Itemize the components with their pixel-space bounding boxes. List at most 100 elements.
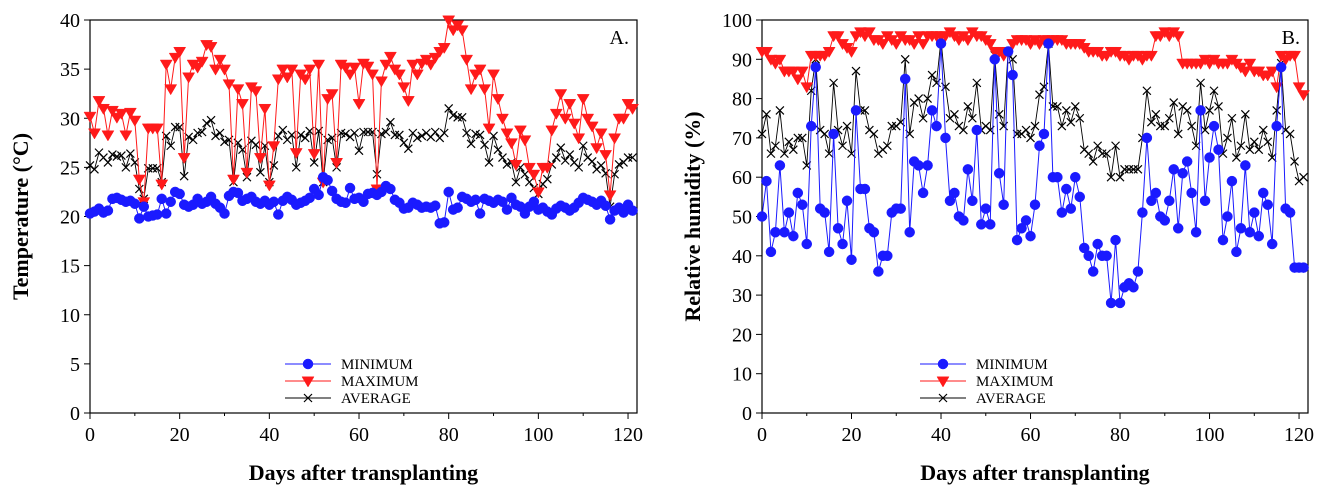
panel-a-average-point (430, 127, 440, 137)
panel-b-average-point (1223, 133, 1232, 143)
panel-a-maximum-point (361, 61, 375, 73)
panel-a-maximum-point (177, 153, 191, 165)
panel-b-minimum-point (1271, 120, 1282, 132)
panel-a-average-point (394, 130, 404, 140)
panel-b-minimum-point (944, 195, 956, 207)
panel-a-maximum-point (540, 162, 554, 174)
panel-b-minimum-point (926, 105, 938, 116)
panel-b-average-point (1267, 153, 1277, 162)
panel-a-minimum-point (474, 208, 486, 219)
panel-b-maximum-point (912, 31, 926, 43)
panel-b-minimum-point (935, 38, 947, 49)
panel-a-maximum-point (585, 121, 599, 133)
panel-a-maximum-point (240, 167, 254, 179)
panel-b-average-point (887, 121, 897, 131)
panel-a-maximum-point (209, 64, 222, 76)
panel-a-maximum-point (406, 59, 420, 71)
panel-b-average-point (1214, 102, 1223, 111)
panel-a-average-point (300, 133, 310, 143)
panel-a-maximum-point (482, 123, 496, 135)
panel-b-minimum-point (788, 230, 799, 242)
panel-b-minimum-point (1110, 234, 1121, 246)
panel-a-legend-label: MAXIMUM (341, 374, 419, 390)
panel-b-minimum-point (980, 203, 992, 214)
panel-b-legend-label: MAXIMUM (976, 374, 1054, 390)
panel-b-minimum-point (1208, 120, 1220, 132)
panel-a-average-point (188, 135, 198, 145)
panel-a-maximum-point (258, 103, 272, 115)
panel-b-minimum-point (1020, 215, 1032, 226)
panel-a-y-tick-label: 25 (60, 157, 80, 179)
panel-b-legend-marker (938, 393, 948, 403)
panel-a-average-point (211, 131, 220, 141)
panel-a-maximum-point (545, 125, 559, 137)
panel-b-minimum-point (962, 164, 974, 175)
panel-b-average-point (842, 121, 852, 131)
panel-a-series-minimum (84, 171, 638, 229)
panel-b-average-point (1084, 149, 1094, 159)
panel-a-average-point (448, 110, 458, 120)
panel-b-average-point (1066, 117, 1076, 127)
panel-b-average-point (788, 145, 798, 155)
panel-b-minimum-point (1266, 238, 1278, 250)
panel-b-minimum-point (1195, 105, 1206, 116)
panel-b-minimum-point (1128, 281, 1139, 293)
panel-a-average-point (309, 158, 319, 167)
panel-b-average-point (927, 70, 937, 80)
panel-b-minimum-point (1284, 207, 1296, 218)
panel-a-minimum-point (268, 196, 280, 208)
panel-a-legend-marker (302, 358, 314, 370)
panel-b-maximum-point (1243, 58, 1257, 70)
panel-a-average-point (291, 162, 301, 172)
panel-a-maximum-point (119, 130, 133, 142)
panel-a-maximum-point (343, 69, 357, 81)
panel-a-average-point (578, 141, 588, 151)
panel-b-average-point (1272, 105, 1282, 115)
panel-a-maximum-point (280, 72, 294, 84)
panel-a-maximum-point (608, 133, 622, 145)
panel-a-maximum-point (231, 84, 245, 96)
panel-b-minimum-point (1137, 207, 1148, 218)
panel-b-average-point (1088, 157, 1098, 166)
panel-a-average-point (354, 146, 364, 156)
panel-b-x-tick-label: 20 (842, 424, 862, 446)
panel-a-minimum-point (358, 196, 369, 208)
panel-a-x-axis-title: Days after transplanting (249, 460, 478, 485)
panel-b-maximum-point (1270, 82, 1284, 94)
panel-b-minimum-point (1298, 262, 1309, 273)
panel-b-minimum-point (967, 195, 978, 207)
panel-b-average-point (1263, 137, 1273, 147)
panel-b-minimum-point (1146, 195, 1157, 207)
panel-b-minimum-point (899, 73, 911, 85)
panel-b-minimum-point (1092, 238, 1103, 250)
panel-a-y-tick-label: 35 (60, 59, 80, 81)
panel-a-maximum-point (428, 52, 442, 64)
panel-b-average-point (1057, 121, 1067, 131)
panel-a-maximum-point (150, 123, 164, 135)
panel-a-maximum-point (159, 59, 173, 71)
panel-b-minimum-point (859, 183, 871, 195)
panel-a-maximum-point (603, 190, 617, 202)
panel-a-minimum-point (452, 202, 463, 213)
panel-b-average-point (757, 129, 767, 139)
panel-a-average-point (444, 104, 454, 113)
panel-b-minimum-point (1240, 160, 1251, 171)
panel-b-x-axis-title: Days after transplanting (920, 460, 1149, 485)
panel-b-average-point (1061, 105, 1071, 115)
panel-a-maximum-point (173, 46, 187, 58)
panel-b-minimum-point (1025, 230, 1036, 242)
panel-b-maximum-point (795, 66, 809, 78)
panel-a-average-point (403, 144, 413, 154)
panel-b-minimum-point (1164, 195, 1175, 207)
panel-b-minimum-point (1087, 266, 1099, 277)
panel-b-average-point (1026, 133, 1035, 143)
panel-a-legend-label: AVERAGE (341, 391, 411, 407)
panel-a-average-point (439, 128, 449, 138)
panel-b-legend-label: AVERAGE (976, 391, 1046, 407)
panel-b-minimum-point (1244, 226, 1256, 238)
panel-a-average-point (502, 160, 512, 169)
panel-b-minimum-point (1002, 46, 1014, 57)
panel-b-average-point (1075, 113, 1085, 123)
panel-a-y-tick-label: 15 (60, 256, 80, 278)
